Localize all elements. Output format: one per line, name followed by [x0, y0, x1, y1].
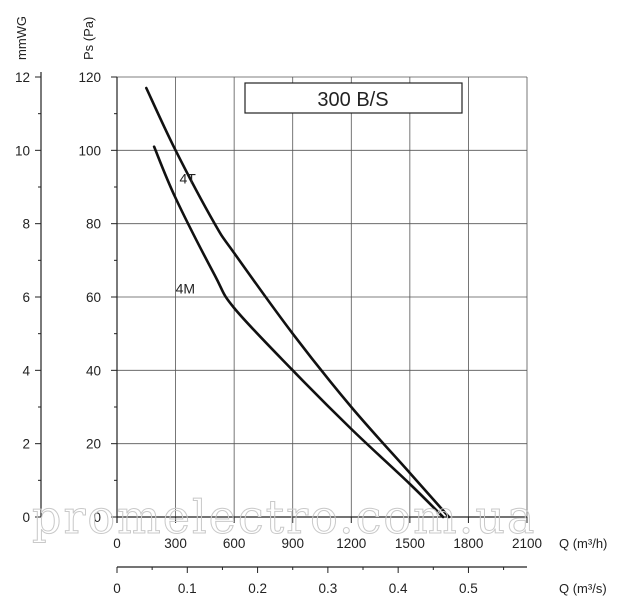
q-m3s-tick-label: 0.3 — [318, 581, 337, 596]
chart-title: 300 B/S — [317, 89, 388, 111]
ps-axis-title: Ps (Pa) — [81, 17, 96, 60]
mmwg-tick-label: 10 — [15, 143, 30, 158]
labels: 4T 4M — [176, 170, 197, 296]
q-m3h-tick-label: 300 — [164, 536, 187, 551]
watermark: promelectro.com.ua — [32, 490, 536, 544]
q-m3s-tick-label: 0.4 — [389, 581, 408, 596]
chart-title-box — [244, 82, 463, 114]
q-m3h-axis-title: Q (m³/h) — [559, 536, 607, 551]
mmwg-tick-label: 12 — [15, 70, 30, 85]
q-m3h-tick-label: 1500 — [395, 536, 425, 551]
curve-4m — [152, 145, 445, 519]
curve-label-4t: 4T — [179, 170, 196, 186]
mmwg-tick-label: 2 — [22, 437, 30, 452]
mmwg-axis-title: mmWG — [14, 16, 29, 60]
curve-4t — [144, 86, 451, 519]
q-m3s-tick-label: 0.2 — [248, 581, 267, 596]
mmwg-tick-label: 0 — [22, 510, 30, 525]
ps-tick-label: 40 — [86, 363, 101, 378]
curves — [144, 86, 451, 519]
q-m3s-axis-title: Q (m³/s) — [559, 581, 607, 596]
ps-tick-label: 100 — [78, 143, 101, 158]
q-m3h-tick-label: 900 — [281, 536, 304, 551]
ps-tick-label: 120 — [78, 70, 101, 85]
ps-tick-label: 80 — [86, 217, 101, 232]
curve-label-4m: 4M — [176, 280, 195, 296]
ps-tick-label: 0 — [93, 510, 101, 525]
q-m3h-tick-label: 2100 — [512, 536, 542, 551]
q-m3h-tick-label: 600 — [223, 536, 246, 551]
mmwg-tick-label: 4 — [22, 363, 30, 378]
ps-tick-label: 60 — [86, 290, 101, 305]
mmwg-tick-label: 8 — [22, 217, 30, 232]
mmwg-tick-label: 6 — [22, 290, 30, 305]
axes — [40, 72, 527, 568]
q-m3s-tick-label: 0 — [113, 581, 121, 596]
q-m3h-tick-label: 1800 — [453, 536, 483, 551]
ps-tick-label: 20 — [86, 437, 101, 452]
q-m3s-tick-label: 0.1 — [178, 581, 197, 596]
q-m3h-tick-label: 0 — [113, 536, 121, 551]
grid — [116, 76, 528, 518]
q-m3h-tick-label: 1200 — [336, 536, 366, 551]
q-m3s-tick-label: 0.5 — [459, 581, 478, 596]
